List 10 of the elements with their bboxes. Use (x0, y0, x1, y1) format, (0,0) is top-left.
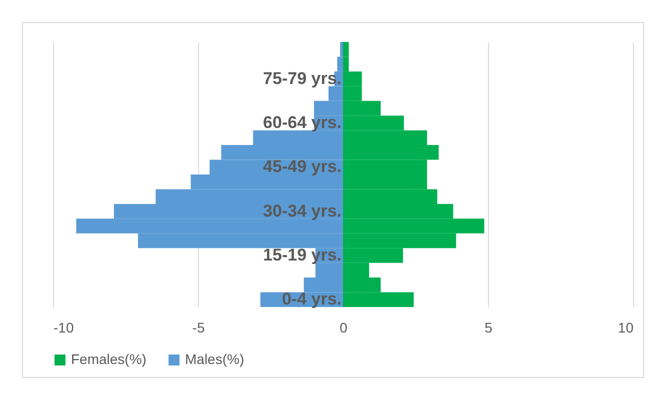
y-tick-label: 45-49 yrs. (263, 157, 342, 176)
y-tick-label: 0-4 yrs. (282, 290, 342, 309)
x-tick-label: 10 (618, 320, 634, 336)
x-tick-label: 5 (484, 320, 493, 336)
legend-label: Males(%) (185, 351, 244, 367)
x-tick-label: -5 (192, 320, 205, 336)
x-tick-label: 0 (340, 320, 348, 336)
legend-label: Females(%) (71, 351, 146, 367)
y-tick-label: 30-34 yrs. (263, 201, 342, 220)
x-tick-label: -10 (54, 320, 74, 336)
